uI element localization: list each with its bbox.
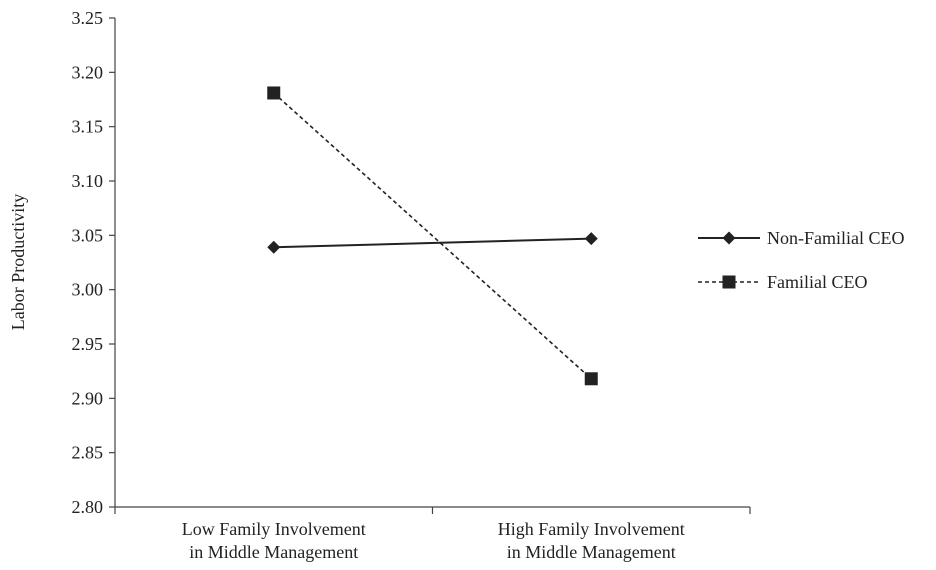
y-tick-label: 3.10 [72,171,104,191]
y-tick-label: 2.90 [72,388,104,408]
x-category-label-line: Low Family Involvement [182,519,366,539]
y-tick-label: 3.15 [72,117,104,137]
x-category-label-line: in Middle Management [189,542,358,562]
legend: Non-Familial CEO Familial CEO [698,228,905,292]
y-tick-label: 3.05 [72,225,104,245]
x-category-label-line: in Middle Management [507,542,676,562]
y-tick-label: 2.95 [72,334,104,354]
x-category-label-line: High Family Involvement [498,519,685,539]
y-tick-label: 2.85 [72,443,104,463]
data-point [267,86,281,100]
plot-area: 2.80 2.85 2.90 2.95 3.00 3.05 3.10 3.15 3.20 3.25… [72,8,751,562]
legend-label: Non-Familial CEO [767,228,905,248]
y-tick-label: 3.20 [72,62,104,82]
y-tick-label: 3.00 [72,280,104,300]
data-point [584,372,598,386]
y-tick-label: 3.25 [72,8,104,28]
series-line-0 [273,237,592,249]
series-line-1 [273,92,592,380]
legend-marker [722,231,736,245]
data-point [267,240,281,254]
x-category-label: High Family Involvement in Middle Managem… [498,519,685,562]
data-point [584,232,598,246]
legend-marker [722,275,736,289]
y-tick-label: 2.80 [72,497,104,517]
y-axis-title: Labor Productivity [8,194,28,330]
legend-label: Familial CEO [767,272,868,292]
x-category-label: Low Family Involvement in Middle Manageme… [182,519,366,562]
